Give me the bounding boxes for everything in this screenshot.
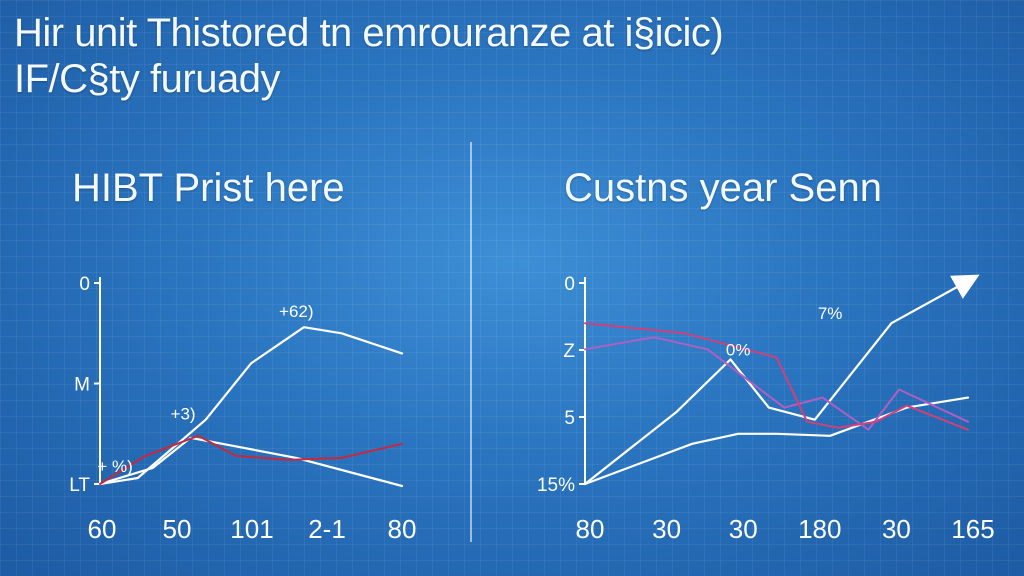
x-tick-label: 30: [882, 514, 911, 544]
y-tick-label: LT: [69, 475, 90, 496]
data-annotation: 0%: [726, 340, 751, 359]
right-chart-title: Custns year Senn: [564, 166, 882, 210]
y-tick-label: M: [74, 375, 90, 396]
headline-line-2: IF/C§ty furuady: [14, 57, 280, 101]
x-tick-label: 180: [798, 514, 841, 544]
x-tick-label: 80: [576, 514, 605, 544]
y-tick-label: 0: [79, 274, 90, 295]
left-line-chart: 0 M LT 60 50 101 2-1 80 +62) +3) + %): [69, 274, 417, 544]
data-annotation: 7%: [818, 304, 843, 323]
series-line-3: [99, 434, 403, 485]
x-tick-label: 101: [230, 514, 273, 544]
y-tick-label: 5: [564, 408, 575, 429]
x-tick-label: 30: [652, 514, 681, 544]
data-annotation: + %): [97, 457, 132, 476]
series-line-1: [98, 326, 404, 486]
y-tick-label: 0: [564, 274, 575, 295]
y-tick-label: Z: [563, 341, 575, 362]
headline-line-1: Hir unit Thistored tn emrouranze at i§ic…: [14, 11, 724, 55]
series-line-3: [584, 336, 969, 431]
y-tick-label: 15%: [537, 475, 575, 496]
x-tick-label: 165: [951, 514, 994, 544]
x-tick-label: 50: [163, 514, 192, 544]
series-line-2: [98, 436, 404, 488]
x-tick-label: 80: [388, 514, 417, 544]
data-annotation: +62): [279, 302, 314, 321]
x-tick-label: 2-1: [308, 514, 346, 544]
data-annotation: +3): [171, 405, 196, 424]
series-line-1: [583, 274, 980, 486]
panel-divider: [470, 142, 472, 542]
headline: Hir unit Thistored tn emrouranze at i§ic…: [14, 10, 1014, 102]
series-line-4: [584, 322, 969, 431]
series-line-2: [583, 396, 970, 486]
left-chart-title: HIBT Prist here: [72, 166, 345, 210]
x-tick-label: 60: [88, 514, 117, 544]
x-tick-label: 30: [729, 514, 758, 544]
